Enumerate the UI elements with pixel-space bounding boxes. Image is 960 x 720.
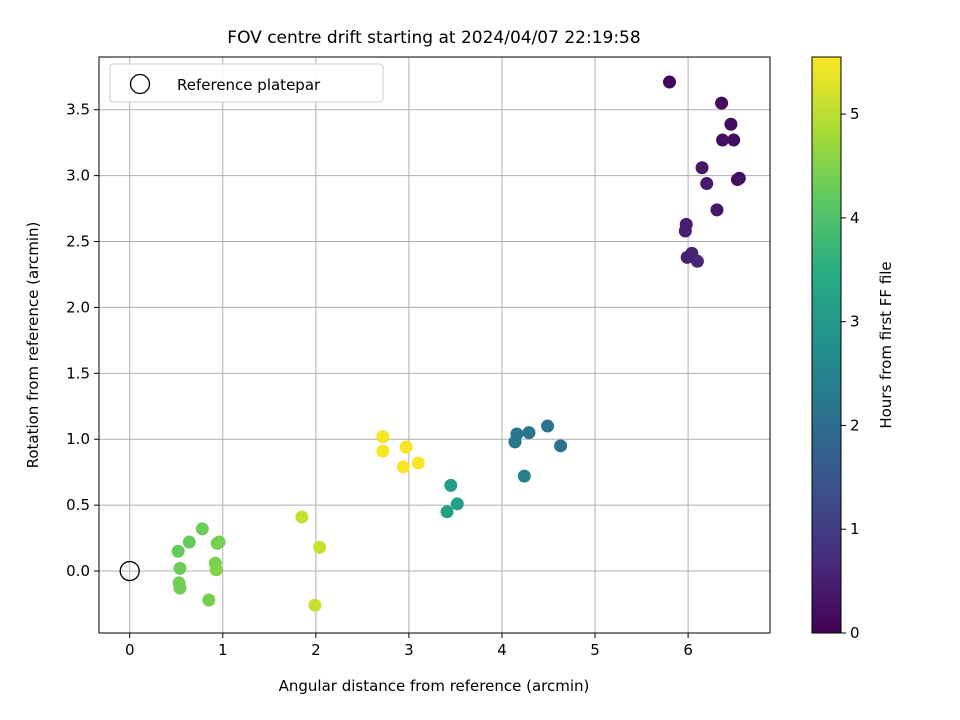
colorbar-tick-label: 3 — [850, 313, 860, 331]
colorbar-tick-label: 5 — [850, 105, 860, 123]
data-point — [173, 561, 187, 575]
y-tick-label: 0.5 — [66, 496, 90, 514]
data-points — [119, 75, 746, 612]
data-point — [517, 469, 531, 483]
x-tick-label: 3 — [404, 641, 414, 659]
data-point — [173, 581, 187, 595]
x-axis-ticks: 0 1 2 3 4 5 6 — [125, 633, 693, 659]
x-tick-label: 0 — [125, 641, 135, 659]
data-point — [444, 478, 458, 492]
colorbar-tick-label: 1 — [850, 520, 860, 538]
data-point — [522, 426, 536, 440]
x-axis-label: Angular distance from reference (arcmin) — [279, 677, 590, 695]
data-point — [724, 117, 738, 131]
x-tick-label: 2 — [311, 641, 321, 659]
plot-frame — [98, 56, 771, 634]
colorbar-tick-label: 0 — [850, 624, 860, 642]
colorbar-tick-label: 2 — [850, 416, 860, 434]
data-point — [690, 254, 704, 268]
data-point — [662, 75, 676, 89]
data-point — [715, 96, 729, 110]
data-point — [376, 430, 390, 444]
grid-lines — [99, 57, 770, 633]
colorbar: 0 1 2 3 4 5 Hours from first FF file — [811, 56, 895, 642]
y-tick-label: 3.0 — [66, 167, 90, 185]
data-point — [210, 536, 224, 550]
legend: Reference platepar — [109, 63, 384, 103]
colorbar-gradient — [811, 56, 842, 634]
data-point — [727, 133, 741, 147]
data-point — [308, 598, 322, 612]
legend-box — [109, 63, 384, 103]
data-point — [396, 460, 410, 474]
y-tick-label: 1.0 — [66, 430, 90, 448]
data-point — [399, 440, 413, 454]
data-point — [695, 161, 709, 175]
data-point — [450, 497, 464, 511]
colorbar-tick-label: 4 — [850, 209, 860, 227]
data-point — [440, 505, 454, 519]
data-point — [376, 444, 390, 458]
x-tick-label: 1 — [218, 641, 228, 659]
colorbar-label: Hours from first FF file — [877, 261, 895, 428]
y-tick-label: 2.0 — [66, 298, 90, 316]
y-axis-label: Rotation from reference (arcmin) — [24, 222, 42, 469]
data-point — [295, 510, 309, 524]
data-point — [202, 593, 216, 607]
data-point — [730, 173, 744, 187]
reference-marker — [119, 560, 140, 582]
colorbar-ticks: 0 1 2 3 4 5 — [841, 105, 860, 642]
legend-marker-icon — [129, 73, 151, 95]
data-point — [680, 250, 694, 264]
data-point — [195, 522, 209, 536]
data-point — [716, 133, 730, 147]
x-tick-label: 5 — [590, 641, 600, 659]
x-tick-label: 6 — [683, 641, 693, 659]
data-point — [171, 544, 185, 558]
data-point — [411, 456, 425, 470]
data-point — [313, 540, 327, 554]
chart-title: FOV centre drift starting at 2024/04/07 … — [227, 28, 640, 48]
data-point — [678, 224, 692, 238]
x-tick-label: 4 — [497, 641, 507, 659]
data-point — [209, 563, 223, 577]
data-point — [541, 419, 555, 433]
data-point — [182, 535, 196, 549]
data-point — [700, 177, 714, 191]
data-point — [710, 203, 724, 217]
data-point — [508, 435, 522, 449]
y-axis-ticks: 0.0 0.5 1.0 1.5 2.0 2.5 3.0 3.5 — [66, 101, 99, 580]
y-tick-label: 1.5 — [66, 364, 90, 382]
y-tick-label: 2.5 — [66, 233, 90, 251]
legend-entry-reference: Reference platepar — [177, 76, 321, 94]
y-tick-label: 0.0 — [66, 562, 90, 580]
data-point — [554, 439, 568, 453]
y-tick-label: 3.5 — [66, 101, 90, 119]
